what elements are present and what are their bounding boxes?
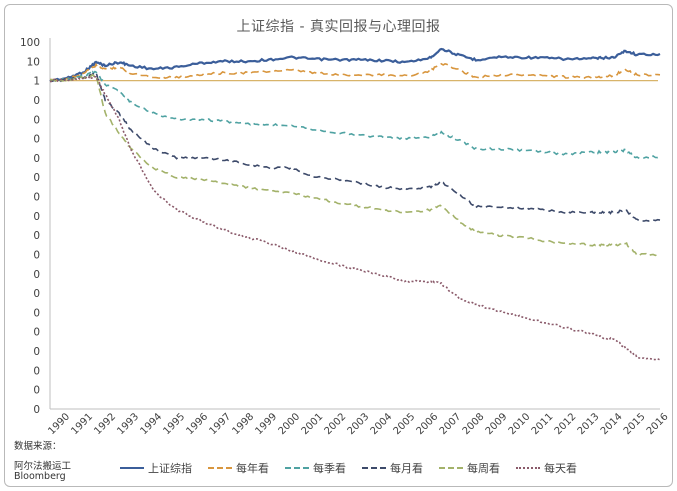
x-tick-label: 2000 [277, 411, 303, 437]
x-tick-label: 2004 [369, 411, 395, 437]
x-tick-label: 1997 [207, 411, 233, 437]
series-line-5 [49, 73, 661, 257]
y-tick-label: 0 [33, 211, 40, 223]
y-tick-label: 0 [33, 288, 40, 300]
legend-item-5: 每周看 [439, 460, 500, 476]
legend-label: 每季看 [313, 462, 346, 475]
legend-label: 每年看 [236, 462, 269, 475]
x-tick-label: 2015 [622, 411, 648, 437]
y-tick-label: 0 [33, 172, 40, 184]
x-tick-label: 2007 [438, 411, 464, 437]
x-tick-label: 1996 [184, 411, 210, 437]
series-line-3 [49, 70, 661, 160]
legend-swatch [362, 467, 386, 469]
x-tick-label: 1990 [46, 411, 72, 437]
x-tick-label: 2006 [415, 411, 441, 437]
legend-label: 上证综指 [148, 462, 192, 475]
legend-item-2: 每年看 [208, 460, 269, 476]
y-tick-label: 0 [33, 307, 40, 319]
legend-swatch [285, 467, 309, 469]
y-tick-label: 0 [33, 346, 40, 358]
x-tick-label: 1995 [161, 411, 187, 437]
y-tick-label: 0 [33, 404, 40, 416]
legend-swatch [120, 467, 144, 469]
source-author: 阿尔法搬运工 [14, 461, 72, 472]
y-tick-label: 10 [27, 56, 40, 68]
x-tick-label: 1994 [138, 411, 164, 437]
legend-swatch [439, 467, 463, 469]
y-tick-label: 0 [33, 249, 40, 261]
y-tick-label: 0 [33, 385, 40, 397]
x-tick-label: 2010 [507, 411, 533, 437]
y-tick-label: 0 [33, 230, 40, 242]
y-tick-label: 0 [33, 327, 40, 339]
source-bloomberg: Bloomberg [14, 471, 66, 482]
x-tick-label: 2016 [645, 411, 671, 437]
x-tick-label: 1999 [254, 411, 280, 437]
x-tick-label: 2009 [484, 411, 510, 437]
x-tick-label: 2001 [300, 411, 326, 437]
x-tick-label: 2012 [553, 411, 579, 437]
legend-label: 每天看 [544, 462, 577, 475]
y-tick-label: 0 [33, 192, 40, 204]
y-tick-label: 0 [33, 269, 40, 281]
y-tick-label: 0 [33, 114, 40, 126]
series-line-1 [49, 47, 661, 83]
x-tick-label: 2014 [599, 411, 625, 437]
x-tick-label: 2002 [323, 411, 349, 437]
legend-label: 每周看 [467, 462, 500, 475]
y-tick-label: 0 [33, 134, 40, 146]
legend-item-6: 每天看 [516, 460, 577, 476]
x-tick-label: 2005 [392, 411, 418, 437]
y-tick-label: 1 [33, 76, 40, 88]
y-tick-label: 0 [33, 95, 40, 107]
legend-item-4: 每月看 [362, 460, 423, 476]
x-tick-label: 2013 [576, 411, 602, 437]
chart-frame [4, 4, 673, 487]
x-tick-label: 2011 [530, 411, 556, 437]
y-tick-label: 100 [20, 37, 40, 49]
legend-label: 每月看 [390, 462, 423, 475]
source-label: 数据来源： [14, 441, 62, 452]
series-line-6 [49, 75, 661, 361]
y-tick-label: 0 [33, 153, 40, 165]
chart-legend: 上证综指 每年看 每季看 每月看 每周看 每天看 [120, 460, 577, 476]
legend-item-1: 上证综指 [120, 460, 192, 476]
series-line-2 [49, 62, 661, 82]
legend-swatch [208, 467, 232, 469]
legend-item-3: 每季看 [285, 460, 346, 476]
series-line-4 [49, 70, 661, 222]
x-tick-label: 1992 [92, 411, 118, 437]
x-tick-label: 1991 [69, 411, 95, 437]
y-tick-label: 0 [33, 365, 40, 377]
x-tick-label: 2003 [346, 411, 372, 437]
x-tick-label: 1993 [115, 411, 141, 437]
x-tick-label: 2008 [461, 411, 487, 437]
chart-title: 上证综指 - 真实回报与心理回报 [236, 19, 441, 35]
x-tick-label: 1998 [230, 411, 256, 437]
legend-swatch [516, 467, 540, 469]
